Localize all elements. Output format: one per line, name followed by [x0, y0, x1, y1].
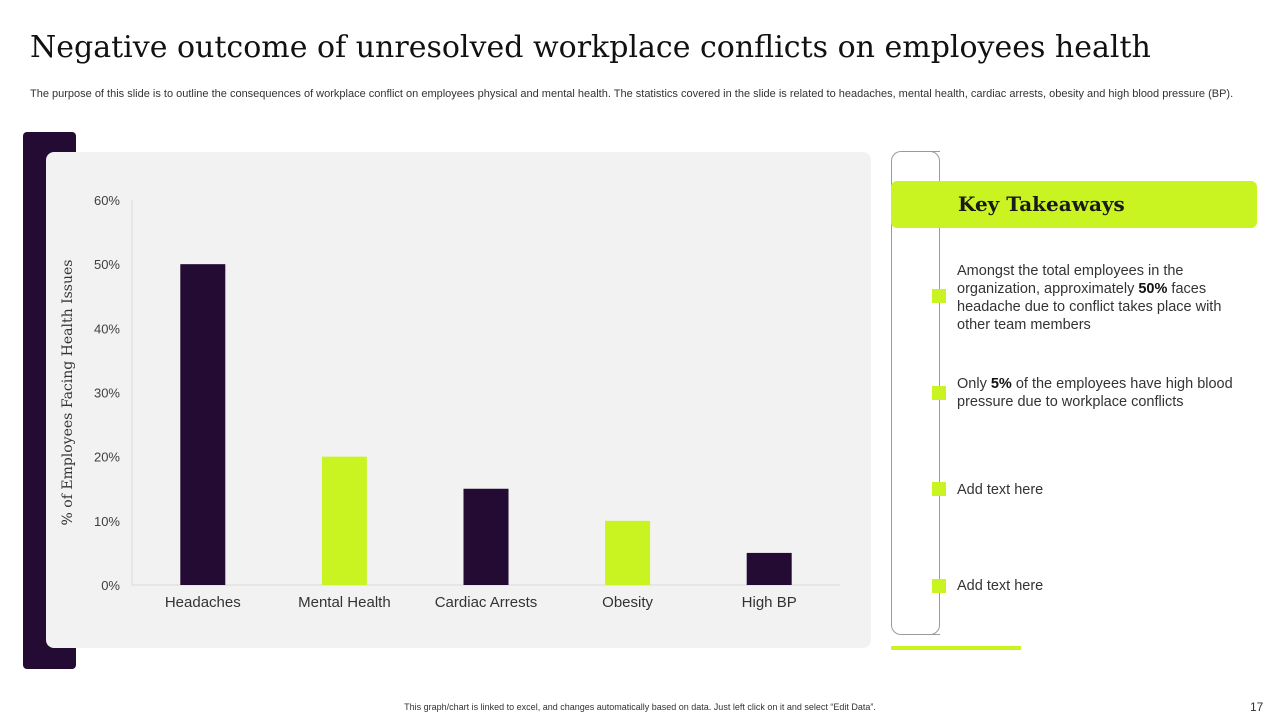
- accent-underline: [891, 646, 1021, 650]
- takeaway-bullet-icon: [932, 482, 946, 496]
- takeaway-item-1[interactable]: Amongst the total employees in the organ…: [957, 263, 1222, 333]
- bar-high-bp: [746, 552, 792, 585]
- x-tick-label: Headaches: [165, 594, 241, 611]
- takeaway-item-4[interactable]: Add text here: [957, 578, 1044, 594]
- takeaway-bullet-icon: [932, 386, 946, 400]
- bar-obesity: [605, 520, 651, 585]
- y-tick-label: 20%: [94, 450, 120, 465]
- slide-title: Negative outcome of unresolved workplace…: [30, 30, 1151, 65]
- y-tick-label: 50%: [94, 257, 120, 272]
- key-takeaways-title: Key Takeaways: [958, 192, 1125, 216]
- takeaway-bullet-icon: [932, 579, 946, 593]
- x-tick-label: Cardiac Arrests: [435, 594, 538, 611]
- y-tick-label: 60%: [94, 193, 120, 208]
- y-axis-title: % of Employees Facing Health Issues: [60, 260, 76, 526]
- y-tick-label: 0%: [101, 578, 120, 593]
- bar-chart[interactable]: 0% 10% 20% 30% 40% 50% 60% % of Employees Facin…: [46, 152, 871, 648]
- takeaway-item-2[interactable]: Only 5% of the employees have high blood…: [957, 376, 1233, 410]
- takeaway-bullet-icon: [932, 289, 946, 303]
- key-takeaways-header: Key Takeaways: [891, 181, 1257, 228]
- y-tick-label: 40%: [94, 321, 120, 336]
- x-tick-label: Mental Health: [298, 594, 391, 611]
- bar-cardiac-arrests: [463, 488, 509, 585]
- bar-headaches: [180, 264, 226, 585]
- y-tick-label: 10%: [94, 514, 120, 529]
- chart-panel[interactable]: 0% 10% 20% 30% 40% 50% 60% % of Employees Facin…: [46, 152, 871, 648]
- slide-subtitle: The purpose of this slide is to outline …: [30, 88, 1234, 100]
- bar-mental-health: [321, 456, 367, 585]
- footer-note: This graph/chart is linked to excel, and…: [404, 702, 876, 712]
- x-tick-label: Obesity: [602, 594, 653, 611]
- y-tick-label: 30%: [94, 386, 120, 401]
- takeaways-bracket: [891, 151, 940, 635]
- takeaway-item-3[interactable]: Add text here: [957, 482, 1044, 498]
- page-number: 17: [1250, 700, 1264, 714]
- x-tick-label: High BP: [742, 594, 797, 611]
